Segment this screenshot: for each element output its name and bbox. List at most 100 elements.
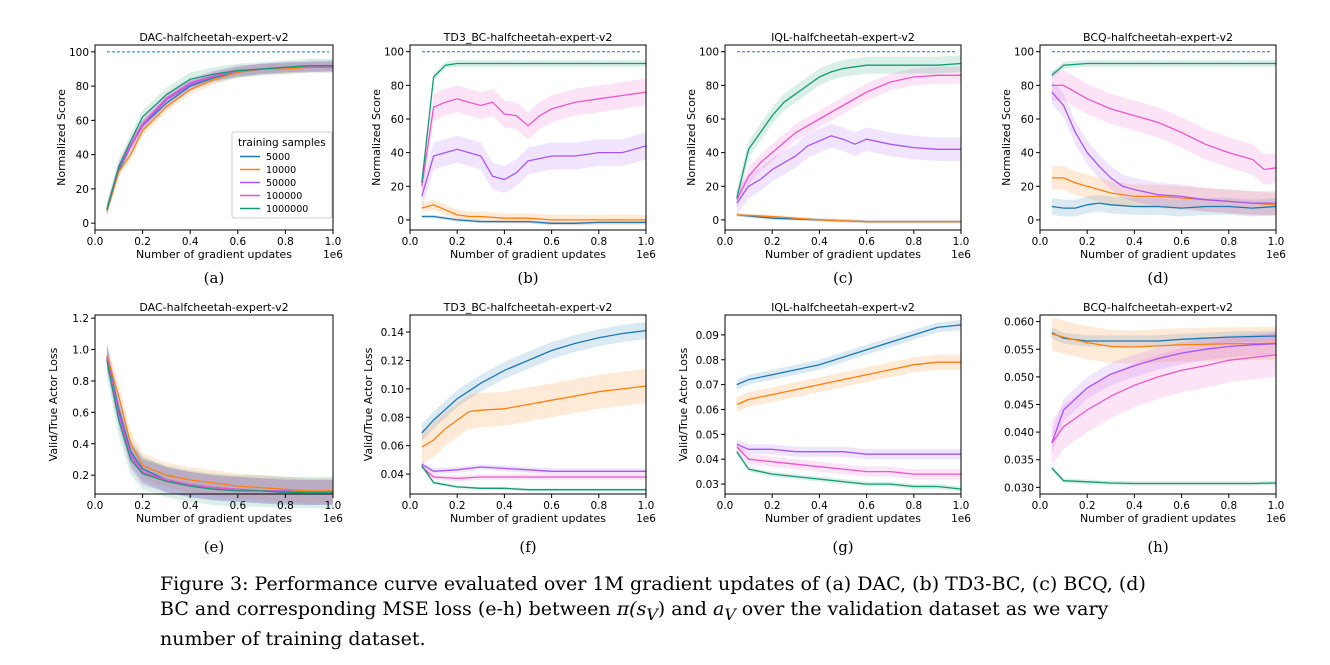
x-axis-label: Number of gradient updates [1080,248,1236,261]
series-line-1000000 [736,451,962,490]
y-tick-label: 0.07 [696,380,719,392]
caption-text-end: over the validation dataset as we vary n… [160,597,1109,650]
y-tick-label: 40 [76,150,89,162]
y-tick-label: 0.2 [72,470,89,482]
y-tick-label: 0.06 [696,404,720,416]
y-tick-label: 0 [1027,215,1034,227]
series-band-100000 [736,66,961,209]
x-tick-label: 0.0 [1032,236,1049,248]
y-tick-label: 0 [397,215,404,227]
y-axis-label: Valid/True Actor Loss [677,347,690,461]
series-line-5000 [1051,202,1277,209]
series-band-50000 [736,124,961,215]
x-tick-label: 1.0 [638,500,655,512]
y-tick-label: 100 [1014,47,1034,59]
y-tick-label: 60 [76,115,89,127]
legend-entry-1000000: 1000000 [266,204,308,215]
series-band-100000 [106,62,334,215]
x-tick-label: 0.6 [229,500,246,512]
caption-a: a [713,597,725,620]
x-tick-label: 0.8 [277,500,294,512]
series-line-100000 [421,91,647,187]
series-band-1000000 [1051,60,1276,79]
y-tick-label: 60 [1021,114,1034,126]
legend-entry-50000: 50000 [266,178,296,189]
series-line-5000 [421,215,646,224]
series-band-10000 [736,213,961,224]
chart-panel-h: BCQ-halfcheetah-expert-v2 0.0 0.2 0.4 0.6 0.8… [1004,301,1286,556]
series-line-10000 [106,66,333,212]
series-line-50000 [421,463,646,472]
y-tick-label: 0.035 [1004,455,1034,467]
axes-frame [94,44,334,231]
y-tick-label: 0.05 [696,429,719,441]
series-line-10000 [421,204,646,221]
legend-entry-10000: 10000 [266,165,296,176]
series-band-50000 [106,344,334,505]
y-tick-label: 80 [391,80,404,92]
figure-grid: DAC-halfcheetah-expert-v2 0.0 0.2 0.4 0.6 0.8… [47,31,1286,556]
subfigure-label: (d) [1147,269,1168,287]
y-tick-label: 0.04 [696,454,720,466]
series-line-10000 [106,355,333,492]
y-tick-label: 20 [76,184,89,196]
x-tick-label: 0.0 [1032,500,1049,512]
x-tick-label: 0.8 [590,236,607,248]
series-band-100000 [1051,332,1276,466]
y-tick-label: 0.08 [381,412,404,424]
series-line-1000000 [1051,62,1276,76]
series-band-100000 [736,441,961,480]
series-band-1000000 [106,344,334,509]
y-tick-label: 0.050 [1004,372,1034,384]
x-tick-label: 0.8 [905,500,922,512]
series-band-10000 [736,354,961,412]
caption-sub-v1: V [646,604,658,624]
y-axis-label: Normalized Score [55,89,68,186]
y-tick-label: 0.12 [381,355,404,367]
series-line-1000000 [106,64,333,210]
chart-title: DAC-halfcheetah-expert-v2 [139,301,288,314]
y-tick-label: 0.060 [1004,317,1034,329]
x-tick-label: 0.2 [449,500,466,512]
x-offset-label: 1e6 [323,249,343,261]
x-tick-label: 0.6 [1173,500,1190,512]
y-axis-label: Normalized Score [685,89,698,186]
series-band-5000 [736,213,961,224]
x-offset-label: 1e6 [951,249,971,261]
legend: training samples 5000 10000 50000 100000 1000… [231,131,333,219]
x-tick-label: 0.6 [543,236,560,248]
series-band-1000000 [736,55,961,207]
chart-title: TD3_BC-halfcheetah-expert-v2 [443,31,613,44]
chart-title: DAC-halfcheetah-expert-v2 [139,31,288,44]
x-tick-label: 0.6 [229,236,246,248]
x-tick-label: 1.0 [325,236,342,248]
y-tick-label: 60 [391,114,404,126]
y-tick-label: 0.030 [1004,482,1034,494]
series-band-10000 [421,369,646,465]
y-tick-label: 0.03 [696,479,719,491]
y-tick-label: 1.2 [72,313,89,325]
series-band-50000 [1051,80,1276,215]
series-line-5000 [1051,332,1277,342]
x-tick-label: 0.0 [87,236,104,248]
series-band-1000000 [421,464,646,492]
x-axis-label: Number of gradient updates [136,512,292,525]
y-tick-label: 40 [391,148,404,160]
caption-pi: π(s [616,597,647,620]
axes-frame [409,314,647,495]
series-band-100000 [421,78,646,200]
chart-panel-g: IQL-halfcheetah-expert-v2 0.0 0.2 0.4 0.6 0.8… [677,301,971,556]
x-tick-label: 0.4 [1126,236,1143,248]
x-tick-label: 1.0 [953,500,970,512]
x-tick-label: 0.8 [277,236,294,248]
x-axis-label: Number of gradient updates [1080,512,1236,525]
x-offset-label: 1e6 [1266,249,1286,261]
series-band-5000 [106,343,334,505]
x-tick-label: 0.4 [811,236,828,248]
series-line-100000 [1051,354,1277,444]
x-tick-label: 0.4 [1126,500,1143,512]
x-tick-label: 1.0 [1268,500,1285,512]
series-line-1000000 [736,62,962,199]
caption-text-mid: ) and [657,597,713,620]
series-line-10000 [421,385,647,448]
